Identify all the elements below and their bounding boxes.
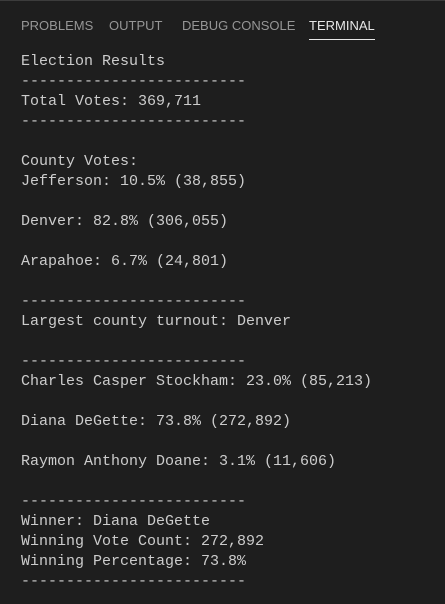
- terminal-line: -------------------------: [21, 113, 247, 130]
- terminal-line: Jefferson: 10.5% (38,855): [21, 173, 247, 190]
- terminal-line: Largest county turnout: Denver: [21, 313, 292, 330]
- terminal-line: County Votes:: [21, 153, 139, 170]
- terminal-line: Total Votes: 369,711: [21, 93, 202, 110]
- terminal-line: -------------------------: [21, 73, 247, 90]
- terminal-line: -------------------------: [21, 573, 247, 590]
- terminal-line: Diana DeGette: 73.8% (272,892): [21, 413, 292, 430]
- terminal-line: Winning Percentage: 73.8%: [21, 553, 247, 570]
- terminal-line: Raymon Anthony Doane: 3.1% (11,606): [21, 453, 337, 470]
- terminal-line: Winner: Diana DeGette: [21, 513, 211, 530]
- terminal-line: -------------------------: [21, 293, 247, 310]
- tab[interactable]: TERMINAL: [309, 18, 375, 33]
- terminal-line: Charles Casper Stockham: 23.0% (85,213): [21, 373, 373, 390]
- terminal-line: Winning Vote Count: 272,892: [21, 533, 265, 550]
- active-tab-underline: [309, 39, 375, 40]
- terminal-line: Denver: 82.8% (306,055): [21, 213, 229, 230]
- terminal-line: Election Results: [21, 53, 166, 70]
- terminal-line: -------------------------: [21, 493, 247, 510]
- tab[interactable]: DEBUG CONSOLE: [182, 18, 296, 33]
- terminal-line: -------------------------: [21, 353, 247, 370]
- terminal-line: Arapahoe: 6.7% (24,801): [21, 253, 229, 270]
- tab[interactable]: OUTPUT: [109, 18, 163, 33]
- tab[interactable]: PROBLEMS: [21, 18, 94, 33]
